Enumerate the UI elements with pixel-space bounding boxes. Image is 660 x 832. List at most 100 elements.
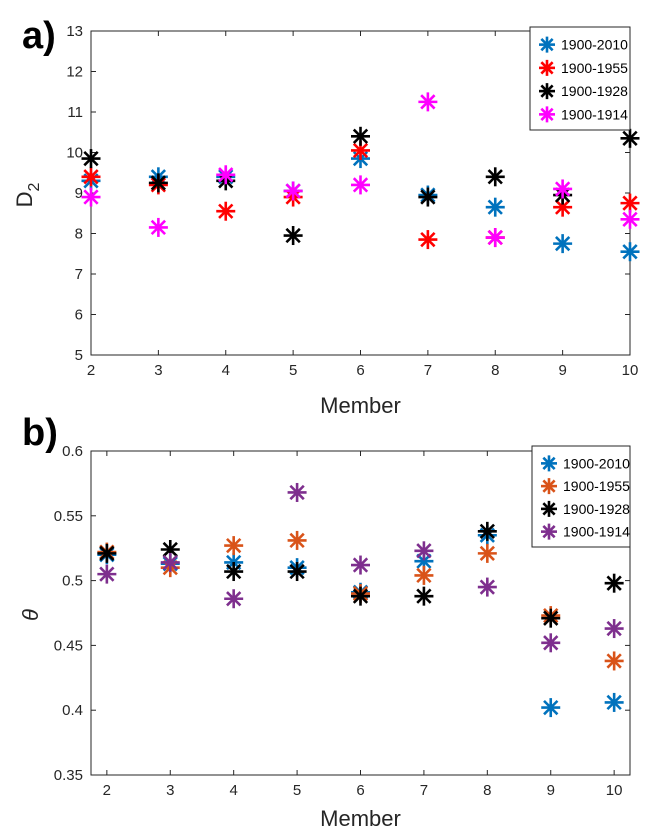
panel-a: a) 2 3 4 5 6 7 8 9 10 5 6 7 8 9 10 11 12 13 Member D2 1900-20… <box>12 15 640 418</box>
data-point <box>283 226 303 246</box>
y-tick-label: 8 <box>75 226 83 243</box>
data-point <box>485 167 505 187</box>
y-axis-label: θ <box>18 609 43 621</box>
y-tick-label: 11 <box>67 104 83 121</box>
data-point <box>485 197 505 217</box>
legend-entry: 1900-2010 <box>563 455 630 471</box>
data-point <box>287 562 307 582</box>
series-1900-1928 <box>97 521 624 628</box>
data-point <box>81 187 101 207</box>
y-tick-label: 0.4 <box>62 702 83 719</box>
data-point <box>287 482 307 502</box>
data-point <box>477 543 497 563</box>
data-point <box>224 536 244 556</box>
x-tick-label: 10 <box>622 362 639 379</box>
y-tick-label: 7 <box>75 266 83 283</box>
x-tick-label: 6 <box>356 782 364 799</box>
data-point <box>414 565 434 585</box>
legend-marker <box>539 106 555 123</box>
x-tick-label: 10 <box>606 782 623 799</box>
legend-marker <box>539 59 555 76</box>
data-point <box>97 543 117 563</box>
data-point <box>351 586 370 606</box>
data-point <box>477 577 497 597</box>
x-tick-label: 4 <box>222 362 230 379</box>
data-point <box>604 573 624 593</box>
y-axis-label: D2 <box>12 183 43 208</box>
panel-b: b) 2 3 4 5 6 7 8 9 10 0.35 0.4 0.45 0.5 0.55 0.6 Member θ… <box>18 412 631 831</box>
data-point <box>620 209 640 229</box>
data-point <box>418 230 438 250</box>
legend-entry: 1900-1914 <box>561 106 628 122</box>
data-point <box>553 179 573 199</box>
data-point <box>351 126 370 146</box>
legend-entry: 1900-1928 <box>563 501 630 517</box>
x-tick-label: 6 <box>356 362 364 379</box>
x-tick-label: 2 <box>103 782 111 799</box>
data-point <box>604 692 624 712</box>
legend-entry: 1900-1914 <box>563 524 630 540</box>
legend: 1900-2010 1900-1955 1900-1928 1900-1914 <box>531 445 631 548</box>
legend-entry: 1900-1955 <box>563 478 630 494</box>
panel-label: b) <box>22 412 58 454</box>
data-point <box>418 187 438 207</box>
y-tick-label: 0.45 <box>54 637 83 654</box>
data-point <box>604 651 624 671</box>
legend-marker <box>539 83 555 100</box>
x-tick-label: 9 <box>547 782 555 799</box>
y-tick-label: 9 <box>75 185 83 202</box>
legend-marker <box>541 455 557 472</box>
data-point <box>283 181 303 201</box>
y-tick-label: 13 <box>66 23 83 40</box>
data-point <box>620 193 640 213</box>
y-tick-label: 0.5 <box>62 573 83 590</box>
data-point <box>224 589 244 609</box>
data-point <box>224 562 244 582</box>
y-tick-label: 6 <box>75 307 83 324</box>
data-point <box>414 586 434 606</box>
data-point <box>216 165 236 185</box>
legend-marker <box>541 500 557 517</box>
series-1900-2010 <box>81 149 640 262</box>
data-point <box>81 149 101 169</box>
x-tick-label: 3 <box>166 782 174 799</box>
x-tick-label: 8 <box>483 782 491 799</box>
series-1900-1914 <box>97 482 624 653</box>
x-tick-label: 8 <box>491 362 499 379</box>
series-1900-1914 <box>81 92 640 248</box>
data-point <box>485 228 505 248</box>
y-tick-label: 10 <box>66 145 83 162</box>
data-point <box>81 167 101 187</box>
data-point <box>541 698 561 718</box>
data-point <box>620 242 640 262</box>
data-point <box>351 555 370 575</box>
data-point <box>553 234 573 254</box>
data-point <box>216 201 236 221</box>
panel-label: a) <box>22 15 56 57</box>
y-tick-label: 0.35 <box>54 767 83 784</box>
data-point <box>541 633 561 653</box>
legend-entry: 1900-1955 <box>561 60 628 76</box>
x-tick-label: 4 <box>230 782 238 799</box>
data-point <box>604 619 624 639</box>
data-point <box>287 530 307 550</box>
data-point <box>418 92 438 112</box>
x-tick-label: 2 <box>87 362 95 379</box>
x-tick-label: 7 <box>420 782 428 799</box>
y-tick-label: 12 <box>66 64 83 81</box>
data-point <box>148 173 168 193</box>
data-point <box>351 175 370 195</box>
x-axis-label: Member <box>320 393 401 418</box>
data-point <box>97 564 117 584</box>
x-tick-label: 5 <box>293 782 301 799</box>
y-tick-label: 5 <box>75 347 83 364</box>
x-tick-label: 3 <box>154 362 162 379</box>
data-point <box>414 541 434 561</box>
x-axis-label: Member <box>320 806 401 831</box>
legend-marker <box>541 478 557 495</box>
data-point <box>477 521 497 541</box>
x-tick-label: 7 <box>424 362 432 379</box>
data-point <box>160 539 180 559</box>
data-point <box>148 217 168 237</box>
